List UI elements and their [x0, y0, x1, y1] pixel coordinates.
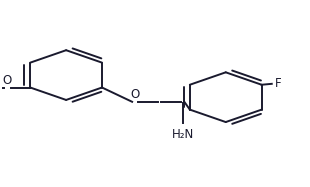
Text: F: F	[275, 77, 281, 90]
Text: H₂N: H₂N	[172, 128, 194, 141]
Text: O: O	[131, 88, 140, 101]
Text: O: O	[2, 74, 12, 87]
